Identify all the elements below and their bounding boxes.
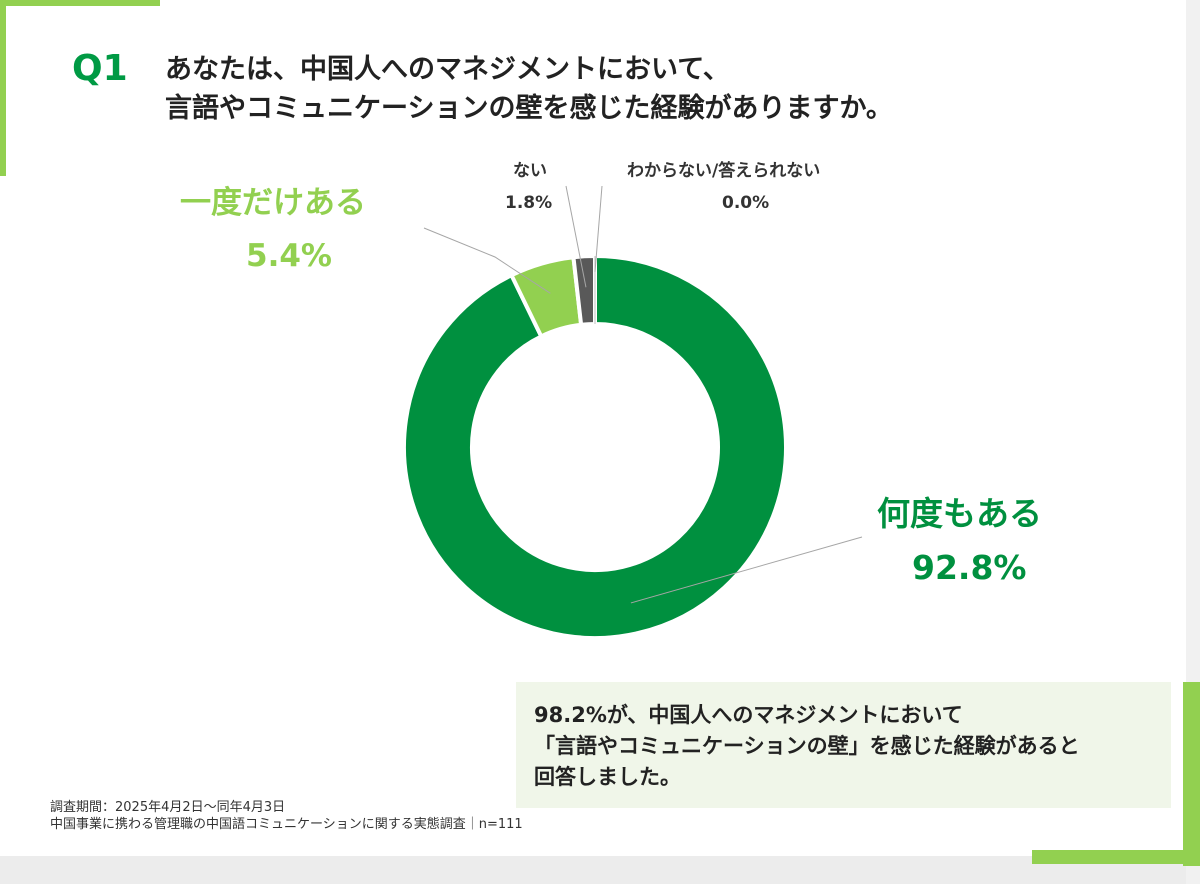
slide-shadow-right <box>1186 0 1200 884</box>
slide: Q1 あなたは、中国人へのマネジメントにおいて、 言語やコミュニケーションの壁を… <box>0 0 1171 833</box>
label-unknown-value: 0.0% <box>722 193 770 213</box>
accent-bar-left <box>0 0 6 176</box>
footnote: 調査期間：2025年4月2日〜同年4月3日 中国事業に携わる管理職の中国語コミュ… <box>50 799 523 833</box>
leader-line-slice-many <box>630 536 863 604</box>
summary-line-3: 回答しました。 <box>534 765 681 789</box>
label-none-value: 1.8% <box>505 193 553 213</box>
accent-bar-bottom-right-horizontal <box>1032 850 1200 864</box>
summary-line-1: 98.2%が、中国人へのマネジメントにおいて <box>534 703 963 727</box>
question-text: あなたは、中国人へのマネジメントにおいて、 言語やコミュニケーションの壁を感じた… <box>165 50 893 128</box>
label-once-category: 一度だけある <box>180 185 366 221</box>
question-number: Q1 <box>72 48 128 89</box>
footnote-period: 調査期間：2025年4月2日〜同年4月3日 <box>50 800 286 815</box>
leader-line-slice-unknown <box>594 185 603 273</box>
footnote-survey: 中国事業に携わる管理職の中国語コミュニケーションに関する実態調査｜n=111 <box>50 817 523 832</box>
label-unknown-category: わからない/答えられない <box>627 161 821 181</box>
leader-line-slice-none <box>565 185 587 288</box>
donut-chart <box>402 185 863 640</box>
label-once-value: 5.4% <box>246 238 332 274</box>
question-line-1: あなたは、中国人へのマネジメントにおいて、 <box>165 54 730 85</box>
label-many-category: 何度もある <box>877 494 1042 533</box>
question-line-2: 言語やコミュニケーションの壁を感じた経験がありますか。 <box>165 93 893 124</box>
accent-bar-top <box>0 0 160 6</box>
summary-box: 98.2%が、中国人へのマネジメントにおいて 「言語やコミュニケーションの壁」を… <box>516 682 1171 808</box>
slice-many <box>402 253 788 640</box>
summary-line-2: 「言語やコミュニケーションの壁」を感じた経験があると <box>534 734 1080 758</box>
leader-line-slice-once <box>423 227 551 294</box>
label-many-value: 92.8% <box>912 548 1027 587</box>
label-none-category: ない <box>513 161 547 181</box>
slide-shadow-bottom <box>0 856 1200 884</box>
accent-bar-bottom-right-vertical <box>1183 682 1200 866</box>
